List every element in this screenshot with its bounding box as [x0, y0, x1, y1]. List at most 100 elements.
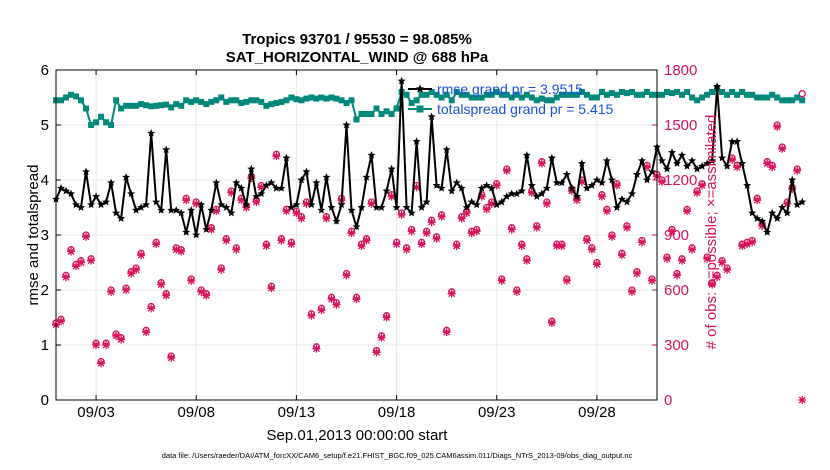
rmse-point — [397, 76, 406, 85]
rmse-point — [542, 184, 551, 192]
assimilated-obs-point — [437, 212, 446, 221]
rmse-point — [537, 189, 546, 198]
assimilated-obs-point — [788, 185, 797, 194]
rmse-point — [407, 208, 416, 217]
totalspread-point — [188, 98, 195, 105]
totalspread-point — [423, 91, 430, 98]
assimilated-obs-point — [492, 181, 501, 190]
x-tick-label: 09/28 — [578, 404, 616, 421]
assimilated-obs-point — [567, 187, 576, 195]
rmse-point — [723, 162, 732, 170]
totalspread-point — [458, 91, 465, 98]
totalspread-point — [634, 91, 640, 98]
totalspread-point — [363, 111, 370, 117]
x-tick-label: 09/03 — [77, 404, 115, 421]
legend-rmse-label: rmse grand pr = 3.9515 — [437, 81, 583, 97]
rmse-point — [372, 203, 381, 211]
totalspread-point — [238, 100, 245, 106]
rmse-point — [577, 159, 586, 167]
assimilated-obs-point — [247, 174, 256, 183]
assimilated-obs-point — [122, 286, 131, 294]
totalspread-point — [483, 91, 490, 98]
totalspread-point — [598, 89, 605, 95]
totalspread-point — [388, 111, 395, 117]
rmse-point — [658, 156, 666, 165]
assimilated-obs-point — [572, 196, 581, 205]
rmse-point — [718, 153, 727, 162]
rmse-point — [602, 156, 611, 165]
rmse-point — [157, 206, 166, 214]
assimilated-obs-point — [362, 236, 371, 245]
rmse-point — [562, 170, 571, 178]
totalspread-point — [218, 94, 225, 101]
assimilated-obs-point — [237, 196, 246, 205]
assimilated-obs-point — [322, 214, 331, 223]
totalspread-point — [138, 101, 145, 108]
totalspread-point — [248, 97, 255, 104]
totalspread-point — [213, 97, 220, 104]
rmse-point — [612, 203, 621, 211]
rmse-point — [102, 197, 111, 206]
rmse-point — [678, 151, 686, 159]
assimilated-obs-point — [367, 199, 376, 208]
totalspread-point — [463, 91, 470, 98]
totalspread-point — [513, 91, 520, 98]
totalspread-point — [784, 97, 791, 104]
rmse-point — [282, 153, 291, 162]
rmse-point — [452, 178, 461, 187]
y-axis-left-label: rmse and totalspread — [25, 165, 42, 306]
assimilated-obs-point — [72, 262, 81, 271]
rmse-point — [242, 200, 251, 209]
totalspread-point — [198, 98, 205, 105]
possible-obs-point — [798, 90, 806, 98]
assimilated-obs-point — [708, 280, 717, 289]
totalspread-point — [774, 94, 781, 101]
totalspread-point — [63, 94, 69, 101]
totalspread-point — [709, 89, 716, 95]
rmse-point — [247, 164, 256, 173]
rmse-point — [122, 173, 131, 181]
rmse-point — [152, 197, 161, 206]
rmse-point — [698, 162, 707, 170]
totalspread-point — [133, 102, 140, 109]
rmse-point — [132, 206, 141, 214]
rmse-point — [342, 120, 351, 129]
assimilated-obs-point — [758, 221, 767, 230]
rmse-point — [202, 225, 211, 233]
totalspread-point — [448, 97, 455, 104]
totalspread-point — [603, 91, 610, 98]
assimilated-obs-point — [427, 218, 436, 227]
rmse-point — [688, 156, 697, 165]
totalspread-point — [143, 102, 150, 109]
y-right-tick-label: 300 — [664, 337, 689, 354]
assimilated-obs-point — [512, 287, 521, 296]
rmse-point — [638, 156, 646, 165]
assimilated-obs-point — [642, 163, 651, 172]
rmse-point — [137, 203, 146, 211]
totalspread-point — [608, 90, 615, 97]
assimilated-obs-point — [477, 192, 486, 201]
totalspread-point — [118, 105, 125, 112]
totalspread-point — [403, 91, 410, 98]
rmse-point — [142, 200, 151, 209]
totalspread-point — [73, 93, 79, 100]
assimilated-obs-point — [597, 192, 606, 201]
rmse-point — [668, 148, 676, 156]
rmse-point — [512, 189, 521, 198]
assimilated-obs-point — [217, 265, 226, 274]
totalspread-point — [348, 97, 355, 104]
totalspread-point — [243, 98, 250, 105]
assimilated-obs-point — [357, 242, 366, 250]
totalspread-point — [393, 105, 400, 112]
totalspread-point — [729, 89, 736, 95]
rmse-point — [748, 208, 757, 217]
assimilated-obs-point — [763, 159, 772, 168]
totalspread-point — [113, 97, 120, 104]
totalspread-point — [623, 90, 630, 97]
totalspread-point — [163, 101, 170, 108]
rmse-point — [703, 159, 712, 167]
rmse-point — [232, 178, 241, 187]
rmse-point — [307, 200, 316, 209]
totalspread-point — [208, 98, 215, 105]
assimilated-obs-point — [182, 196, 191, 205]
